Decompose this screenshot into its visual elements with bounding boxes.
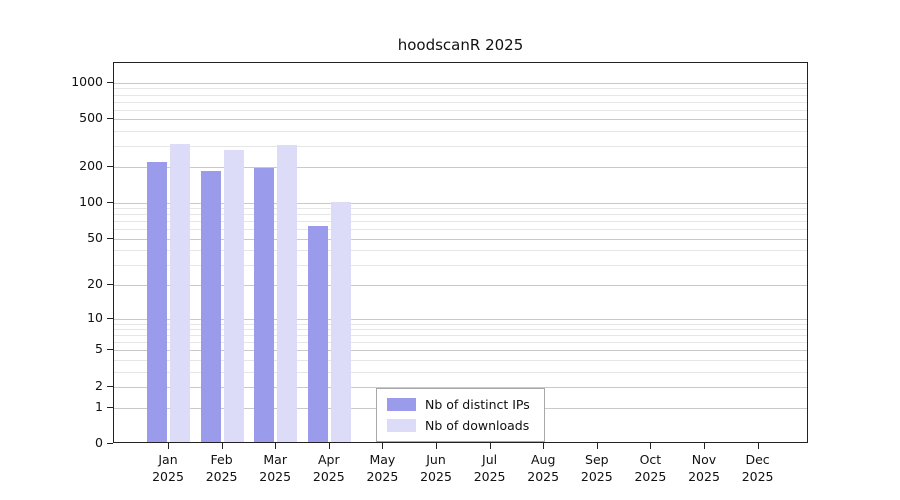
gridline-minor xyxy=(114,249,807,251)
y-axis-tick xyxy=(107,283,113,285)
gridline-major xyxy=(114,83,807,84)
gridline-minor xyxy=(114,94,807,96)
gridline-minor xyxy=(114,214,807,216)
gridline-minor xyxy=(114,208,807,210)
x-axis-label: Oct 2025 xyxy=(634,452,667,484)
gridline-minor xyxy=(114,329,807,331)
x-axis-tick xyxy=(382,443,384,449)
y-axis-tick xyxy=(107,443,113,444)
y-axis-label: 1 xyxy=(95,398,103,414)
gridline-minor xyxy=(114,359,807,361)
y-axis-label: 50 xyxy=(87,229,103,245)
y-axis-tick xyxy=(107,201,113,203)
x-axis-tick xyxy=(328,443,330,449)
y-axis-label: 10 xyxy=(87,309,103,325)
chart-title: hoodscanR 2025 xyxy=(397,36,524,54)
gridline-major xyxy=(114,350,807,352)
gridline-minor xyxy=(114,101,807,103)
gridline-minor xyxy=(114,130,807,132)
x-axis-tick xyxy=(221,443,223,449)
bar-downloads-apr xyxy=(330,202,351,442)
legend: Nb of distinct IPs Nb of downloads xyxy=(376,388,545,442)
x-axis-label: Jul 2025 xyxy=(473,452,506,484)
y-axis-label: 20 xyxy=(87,275,103,291)
y-axis-label: 200 xyxy=(79,157,103,173)
gridline-major xyxy=(114,238,807,240)
gridline-minor xyxy=(114,342,807,344)
bar-distinct-ips-jan xyxy=(147,162,167,442)
x-axis-tick xyxy=(596,443,598,449)
legend-label-distinct-ips: Nb of distinct IPs xyxy=(425,397,530,412)
gridline-minor xyxy=(114,88,807,90)
legend-item-downloads: Nb of downloads xyxy=(387,418,530,433)
x-axis-label: Feb 2025 xyxy=(205,452,238,484)
gridline-minor xyxy=(114,221,807,223)
gridline-major xyxy=(114,119,807,121)
gridline-minor xyxy=(114,323,807,325)
y-axis-label: 0 xyxy=(95,435,103,450)
bar-distinct-ips-apr xyxy=(307,225,328,442)
gridline-minor xyxy=(114,264,807,266)
x-axis-tick xyxy=(757,443,759,449)
gridline-major xyxy=(114,284,807,286)
y-axis-label: 100 xyxy=(79,193,103,209)
gridline-major xyxy=(114,166,807,168)
plot-area: Nb of distinct IPs Nb of downloads xyxy=(113,62,808,443)
legend-swatch-distinct-ips xyxy=(387,398,416,411)
y-axis-tick xyxy=(107,118,113,120)
legend-swatch-downloads xyxy=(387,419,416,432)
x-axis-label: Aug 2025 xyxy=(527,452,560,484)
x-axis-tick xyxy=(436,443,437,449)
y-axis-label: 2 xyxy=(95,377,103,393)
x-axis-label: May 2025 xyxy=(366,452,399,484)
bar-distinct-ips-mar xyxy=(254,168,275,442)
x-axis-label: Sep 2025 xyxy=(580,452,613,484)
legend-label-downloads: Nb of downloads xyxy=(425,418,530,433)
x-axis-label: Jun 2025 xyxy=(420,452,452,484)
x-axis-tick xyxy=(168,443,169,449)
x-axis-label: Nov 2025 xyxy=(688,452,720,484)
gridline-major xyxy=(114,386,807,388)
gridline-minor xyxy=(114,145,807,147)
y-axis-tick xyxy=(107,317,113,319)
gridline-major xyxy=(114,202,807,204)
x-axis-tick xyxy=(704,443,705,449)
gridline-minor xyxy=(114,371,807,373)
bar-distinct-ips-feb xyxy=(200,170,221,442)
y-axis-tick xyxy=(107,165,113,167)
gridline-minor xyxy=(114,109,807,111)
y-axis-tick xyxy=(107,237,113,239)
gridline-major xyxy=(114,318,807,320)
legend-item-distinct-ips: Nb of distinct IPs xyxy=(387,397,530,412)
x-axis-label: Apr 2025 xyxy=(312,452,345,484)
bar-downloads-jan xyxy=(170,143,190,442)
x-axis-tick xyxy=(489,443,491,449)
x-axis-tick xyxy=(275,443,277,449)
y-axis-label: 500 xyxy=(79,110,103,126)
y-axis-tick xyxy=(107,406,113,408)
x-axis-label: Mar 2025 xyxy=(259,452,292,484)
y-axis-tick xyxy=(107,349,113,351)
y-axis-tick xyxy=(107,82,113,83)
x-axis-tick xyxy=(543,443,545,449)
gridline-minor xyxy=(114,335,807,337)
bar-downloads-feb xyxy=(223,150,244,442)
bar-downloads-mar xyxy=(277,144,298,442)
y-axis-label: 1000 xyxy=(71,74,103,89)
gridline-minor xyxy=(114,229,807,231)
y-axis-tick xyxy=(107,385,113,387)
x-axis-label: Dec 2025 xyxy=(741,452,774,484)
x-axis-label: Jan 2025 xyxy=(152,452,184,484)
x-axis-tick xyxy=(650,443,652,449)
y-axis-label: 5 xyxy=(95,341,103,357)
